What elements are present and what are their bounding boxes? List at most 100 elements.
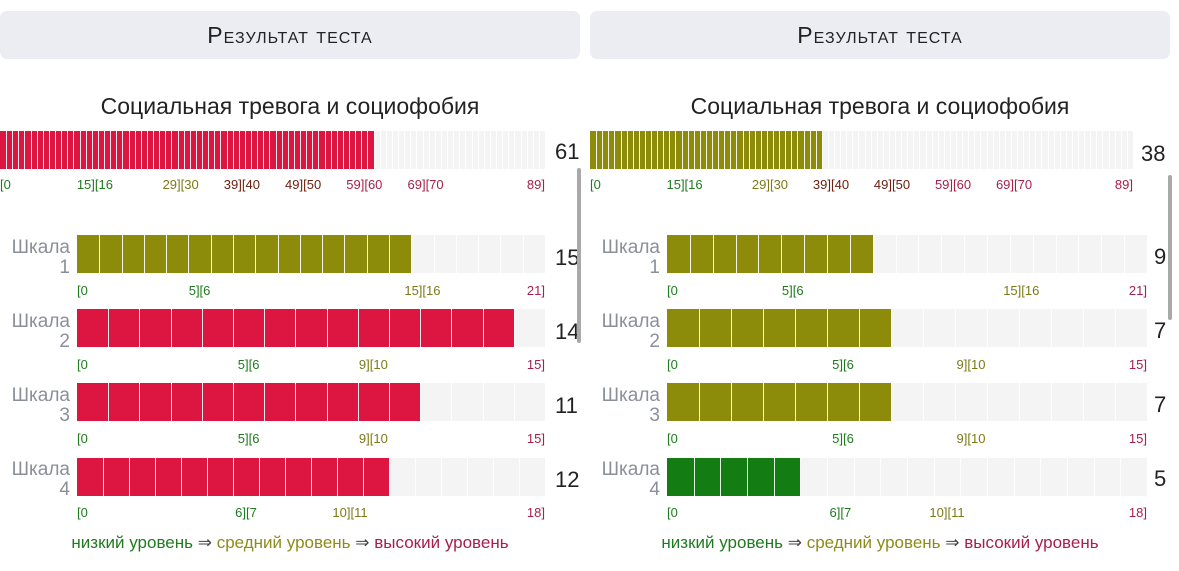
scale-1-ticks: [0 5][6 15][16 21] <box>667 283 1147 299</box>
scale-1-ticks: [0 5][6 15][16 21] <box>77 283 545 299</box>
scale-label-1: Шкала 1 <box>11 237 70 278</box>
range-tick-label: 89] <box>526 177 545 192</box>
test-title: Социальная тревога и социофобия <box>690 93 1070 119</box>
range-tick-label: 10][11 <box>929 505 965 520</box>
scale-3-score: 7 <box>1154 392 1167 417</box>
scale-3-bar <box>77 383 545 421</box>
scale-3-score: 11 <box>555 393 578 418</box>
range-tick-label: [0 <box>77 431 88 446</box>
scale-4-bar <box>667 458 1147 496</box>
range-tick-label: 39][40 <box>812 177 850 192</box>
test-title: Социальная тревога и социофобия <box>100 93 480 119</box>
range-tick-label: [0 <box>667 431 678 446</box>
range-tick-label: 5][6 <box>237 357 260 372</box>
range-tick-label: 6][7 <box>235 505 257 520</box>
score-fill <box>667 383 891 421</box>
range-tick-label: 5][6 <box>237 431 260 446</box>
legend-low: низкий уровень <box>661 533 783 552</box>
range-tick-label: 29][30 <box>162 177 199 192</box>
range-tick-label: 29][30 <box>751 177 789 192</box>
result-panel-right: Результат теста Социальная тревога и соц… <box>590 0 1172 571</box>
range-tick-label: 5][6 <box>832 357 854 372</box>
range-tick-label: 9][10 <box>358 431 388 446</box>
legend-high: высокий уровень <box>964 533 1099 552</box>
range-tick-label: [0 <box>667 357 678 372</box>
scale-4-score: 12 <box>555 467 580 492</box>
main-score-bar <box>0 131 545 169</box>
legend-mid: средний уровень <box>806 533 941 552</box>
range-tick-label: [0 <box>667 505 678 520</box>
legend-high: высокий уровень <box>374 533 509 552</box>
main-scale-ticks: [0 15][16 29][30 39][40 49][50 59][60 69][70 89… <box>590 177 1133 193</box>
range-tick-label: 5][6 <box>188 283 211 298</box>
scale-2-bar <box>667 309 1147 347</box>
score-fill <box>667 309 891 347</box>
range-tick-label: 49][50 <box>873 177 911 192</box>
score-fill <box>667 235 873 273</box>
scrollbar[interactable] <box>577 168 581 343</box>
range-tick-label: 15][16 <box>404 283 441 298</box>
main-score-value: 38 <box>1141 141 1166 166</box>
scale-1-score: 15 <box>555 245 580 270</box>
range-tick-label: [0 <box>77 283 88 298</box>
range-tick-label: [0 <box>77 357 88 372</box>
range-tick-label: [0 <box>0 177 11 192</box>
scale-2-bar <box>77 309 545 347</box>
range-tick-label: 5][6 <box>832 431 854 446</box>
scrollbar[interactable] <box>1168 175 1172 320</box>
range-tick-label: 69][70 <box>407 177 444 192</box>
range-tick-label: 21] <box>526 283 545 298</box>
level-legend: низкий уровень ⇒ средний уровень ⇒ высок… <box>590 533 1170 553</box>
scale-label-4: Шкала 4 <box>11 459 70 500</box>
range-tick-label: 15] <box>1128 431 1147 446</box>
score-fill <box>77 383 421 421</box>
legend-mid: средний уровень <box>216 533 351 552</box>
scale-1-bar <box>667 235 1147 273</box>
main-score-value: 61 <box>555 139 580 164</box>
legend-arrow-2: ⇒ <box>945 533 960 552</box>
range-tick-label: 59][60 <box>934 177 972 192</box>
range-tick-label: 6][7 <box>829 505 852 520</box>
scale-2-score: 7 <box>1154 318 1167 343</box>
legend-arrow-1: ⇒ <box>787 533 802 552</box>
score-fill <box>77 235 412 273</box>
main-score-bar <box>590 131 1133 169</box>
scale-label-3: Шкала 3 <box>601 385 660 426</box>
scale-label-4: Шкала 4 <box>601 459 660 500</box>
scale-label-1: Шкала 1 <box>601 237 660 278</box>
range-tick-label: 49][50 <box>285 177 322 192</box>
scale-3-ticks: [0 5][6 9][10 15] <box>77 431 545 447</box>
scale-1-bar <box>77 235 545 273</box>
range-tick-label: 9][10 <box>956 431 986 446</box>
result-header-button[interactable]: Результат теста <box>590 11 1170 59</box>
scale-label-3: Шкала 3 <box>11 385 70 426</box>
range-tick-label: 9][10 <box>358 357 388 372</box>
scale-1-score: 9 <box>1154 244 1167 269</box>
legend-arrow-1: ⇒ <box>197 533 212 552</box>
scale-label-2: Шкала 2 <box>601 311 660 352</box>
range-tick-label: [0 <box>590 177 601 192</box>
range-tick-label: 15] <box>526 357 545 372</box>
range-tick-label: 15][16 <box>1003 283 1040 298</box>
range-tick-label: 15][16 <box>666 177 703 192</box>
scale-label-2: Шкала 2 <box>11 311 70 352</box>
result-panel-left: Результат теста Социальная тревога и соц… <box>0 0 581 571</box>
score-fill <box>667 458 801 496</box>
scale-2-ticks: [0 5][6 9][10 15] <box>667 357 1147 373</box>
range-tick-label: 5][6 <box>781 283 804 298</box>
range-tick-label: 21] <box>1128 283 1147 298</box>
scale-4-bar <box>77 458 545 496</box>
level-legend: низкий уровень ⇒ средний уровень ⇒ высок… <box>0 533 580 553</box>
scale-4-ticks: [0 6][7 10][11 18] <box>667 505 1147 521</box>
score-fill <box>0 131 374 169</box>
legend-low: низкий уровень <box>71 533 193 552</box>
result-header-button[interactable]: Результат теста <box>0 11 580 59</box>
scale-2-ticks: [0 5][6 9][10 15] <box>77 357 545 373</box>
range-tick-label: 89] <box>1114 177 1133 192</box>
range-tick-label: 18] <box>1128 505 1147 520</box>
scale-2-score: 14 <box>555 319 580 344</box>
scale-3-bar <box>667 383 1147 421</box>
legend-arrow-2: ⇒ <box>355 533 370 552</box>
main-scale-ticks: [0 15][16 29][30 39][40 49][50 59][60 69][70 89… <box>0 177 545 193</box>
range-tick-label: 59][60 <box>346 177 383 192</box>
